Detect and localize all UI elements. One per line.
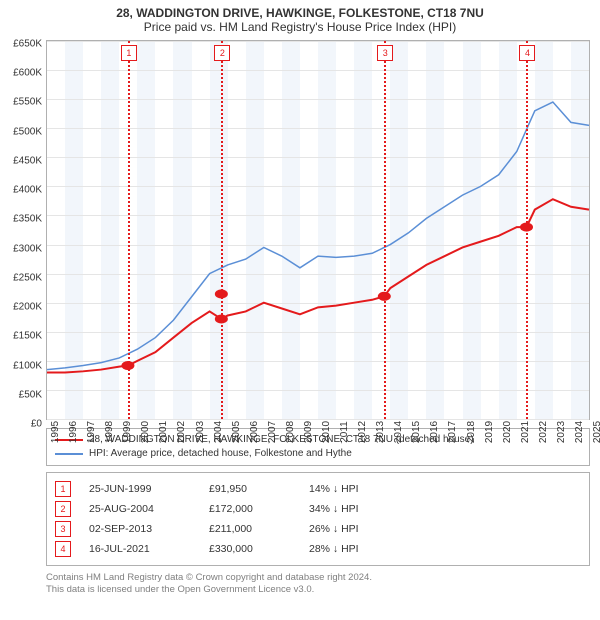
sale-index-box: 2 xyxy=(55,501,71,517)
sale-marker-box: 2 xyxy=(214,45,230,61)
sale-date: 16-JUL-2021 xyxy=(89,543,209,555)
sale-marker-box: 1 xyxy=(121,45,137,61)
sale-price: £172,000 xyxy=(209,503,309,515)
y-tick-label: £450K xyxy=(2,155,42,166)
sales-table: 1 25-JUN-1999£91,95014% ↓ HPI 2 25-AUG-2004… xyxy=(46,472,590,566)
footer-attribution: Contains HM Land Registry data © Crown c… xyxy=(46,572,590,596)
sale-date: 25-JUN-1999 xyxy=(89,483,209,495)
sale-date: 02-SEP-2013 xyxy=(89,523,209,535)
y-tick-label: £500K xyxy=(2,126,42,137)
sale-marker-line xyxy=(384,41,386,419)
y-tick-label: £600K xyxy=(2,68,42,79)
sale-price: £91,950 xyxy=(209,483,309,495)
footer-line-2: This data is licensed under the Open Gov… xyxy=(46,584,590,596)
x-tick-label: 1997 xyxy=(86,421,97,443)
x-tick-label: 2019 xyxy=(484,421,495,443)
x-tick-label: 2014 xyxy=(393,421,404,443)
sale-marker-line xyxy=(128,41,130,419)
sale-vs-hpi: 28% ↓ HPI xyxy=(309,543,429,555)
sale-marker-box: 3 xyxy=(377,45,393,61)
x-tick-label: 2005 xyxy=(231,421,242,443)
y-tick-label: £300K xyxy=(2,243,42,254)
price-chart: 1 2 3 4 xyxy=(46,40,590,420)
y-tick-label: £100K xyxy=(2,360,42,371)
sale-vs-hpi: 26% ↓ HPI xyxy=(309,523,429,535)
table-row: 3 02-SEP-2013£211,00026% ↓ HPI xyxy=(55,519,581,539)
sale-marker-line xyxy=(526,41,528,419)
x-tick-label: 2008 xyxy=(285,421,296,443)
table-row: 1 25-JUN-1999£91,95014% ↓ HPI xyxy=(55,479,581,499)
legend-row: HPI: Average price, detached house, Folk… xyxy=(55,447,581,461)
x-tick-label: 2013 xyxy=(375,421,386,443)
x-tick-label: 2002 xyxy=(176,421,187,443)
footer-line-1: Contains HM Land Registry data © Crown c… xyxy=(46,572,590,584)
x-tick-label: 2022 xyxy=(538,421,549,443)
x-tick-label: 2017 xyxy=(447,421,458,443)
chart-title: 28, WADDINGTON DRIVE, HAWKINGE, FOLKESTO… xyxy=(0,0,600,36)
y-tick-label: £350K xyxy=(2,214,42,225)
x-tick-label: 2024 xyxy=(574,421,585,443)
sale-price: £330,000 xyxy=(209,543,309,555)
x-tick-label: 2010 xyxy=(321,421,332,443)
legend-label: HPI: Average price, detached house, Folk… xyxy=(89,447,352,461)
x-tick-label: 1999 xyxy=(122,421,133,443)
x-tick-label: 2023 xyxy=(556,421,567,443)
y-tick-label: £250K xyxy=(2,272,42,283)
sale-price: £211,000 xyxy=(209,523,309,535)
sale-marker-box: 4 xyxy=(519,45,535,61)
sale-vs-hpi: 34% ↓ HPI xyxy=(309,503,429,515)
x-tick-label: 2021 xyxy=(520,421,531,443)
x-tick-label: 2001 xyxy=(158,421,169,443)
x-tick-label: 2016 xyxy=(429,421,440,443)
y-tick-label: £0 xyxy=(2,419,42,430)
sale-date: 25-AUG-2004 xyxy=(89,503,209,515)
x-tick-label: 1996 xyxy=(68,421,79,443)
x-tick-label: 2003 xyxy=(195,421,206,443)
gridline xyxy=(47,419,589,420)
sale-index-box: 3 xyxy=(55,521,71,537)
x-tick-label: 1995 xyxy=(50,421,61,443)
x-tick-label: 2012 xyxy=(357,421,368,443)
table-row: 4 16-JUL-2021£330,00028% ↓ HPI xyxy=(55,539,581,559)
x-tick-label: 2006 xyxy=(249,421,260,443)
y-tick-label: £650K xyxy=(2,39,42,50)
sale-vs-hpi: 14% ↓ HPI xyxy=(309,483,429,495)
title-line-2: Price paid vs. HM Land Registry's House … xyxy=(0,20,600,34)
y-tick-label: £400K xyxy=(2,185,42,196)
x-tick-label: 2020 xyxy=(502,421,513,443)
legend-swatch xyxy=(55,453,83,455)
y-tick-label: £550K xyxy=(2,97,42,108)
y-tick-label: £200K xyxy=(2,302,42,313)
sale-marker-line xyxy=(221,41,223,419)
sale-index-box: 1 xyxy=(55,481,71,497)
x-tick-label: 2000 xyxy=(140,421,151,443)
x-tick-label: 2007 xyxy=(267,421,278,443)
table-row: 2 25-AUG-2004£172,00034% ↓ HPI xyxy=(55,499,581,519)
x-tick-label: 2025 xyxy=(592,421,600,443)
x-tick-label: 2011 xyxy=(339,421,350,443)
y-tick-label: £50K xyxy=(2,389,42,400)
x-tick-label: 2004 xyxy=(213,421,224,443)
x-tick-label: 1998 xyxy=(104,421,115,443)
sale-index-box: 4 xyxy=(55,541,71,557)
title-line-1: 28, WADDINGTON DRIVE, HAWKINGE, FOLKESTO… xyxy=(0,6,600,20)
y-tick-label: £150K xyxy=(2,331,42,342)
x-tick-label: 2018 xyxy=(466,421,477,443)
x-tick-label: 2009 xyxy=(303,421,314,443)
x-tick-label: 2015 xyxy=(411,421,422,443)
